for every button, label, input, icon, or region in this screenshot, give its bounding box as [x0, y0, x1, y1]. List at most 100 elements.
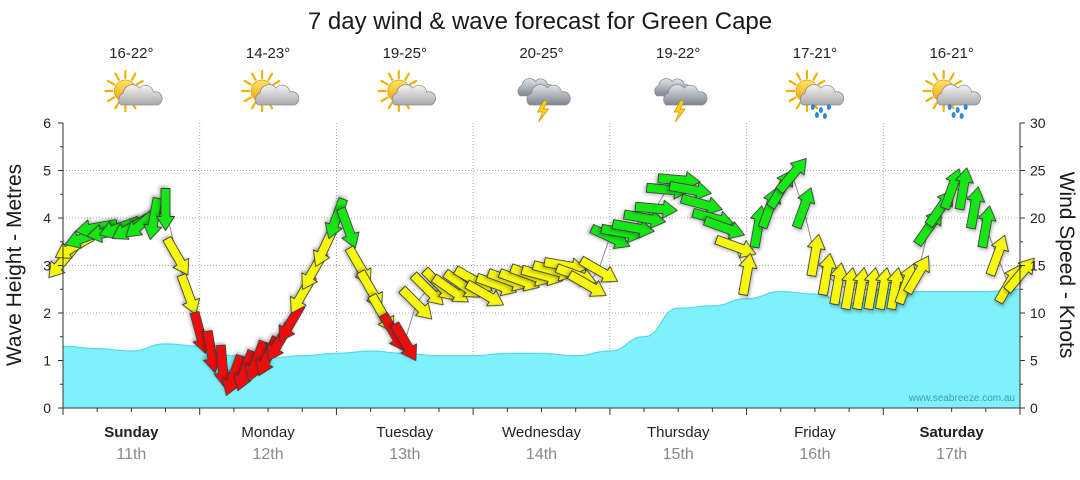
sun-ray — [243, 96, 252, 103]
partly-cloudy-sun-icon — [104, 69, 163, 113]
wind-arrow — [775, 157, 807, 194]
cloud-shape — [526, 84, 571, 106]
right-axis-tick-label: 30 — [1030, 115, 1046, 131]
rain-drop — [822, 113, 827, 119]
sun-ray — [387, 72, 394, 81]
sun-rain-icon — [922, 69, 981, 119]
wind-arrow — [398, 285, 433, 320]
left-axis-tick-label: 6 — [43, 115, 51, 131]
day-name-label: Friday — [794, 424, 836, 441]
sun-ray — [272, 79, 281, 86]
day-date-label: 13th — [389, 446, 420, 463]
day-date-label: 15th — [663, 446, 694, 463]
right-axis-tick-label: 0 — [1030, 400, 1038, 416]
wind-arrow — [464, 279, 505, 307]
cloud-shape — [255, 84, 300, 106]
wind-arrow — [903, 255, 930, 296]
day-date-label: 14th — [526, 446, 557, 463]
right-axis-tick-label: 15 — [1030, 258, 1046, 274]
day-name-label: Wednesday — [502, 424, 581, 441]
sun-ray — [788, 79, 797, 86]
sun-ray — [404, 72, 410, 81]
sun-ray — [812, 72, 819, 81]
sun-ray — [380, 96, 389, 103]
cloud-shape — [799, 84, 845, 106]
thunderstorm-icon — [517, 78, 571, 123]
day-name-label: Thursday — [647, 424, 710, 441]
day-temperature: 17-21° — [793, 45, 837, 62]
day-date-label: 17th — [936, 446, 967, 463]
rain-drop — [826, 104, 831, 110]
axes: 0 1 2 3 4 5 6 0 5 10 15 20 25 30 — [43, 115, 1046, 416]
weather-icons: 16-22° Sunday 11th 14-23° Monday 12th 19-25° Tu… — [104, 45, 984, 463]
right-axis-tick-label: 25 — [1030, 163, 1046, 179]
day-name-label: Saturday — [920, 424, 985, 441]
sun-ray — [130, 72, 137, 81]
day-name-label: Tuesday — [376, 424, 433, 441]
rain-drop — [955, 107, 960, 113]
day-temperature: 19-25° — [383, 45, 427, 62]
right-axis-label: Wind Speed - Knots — [1055, 172, 1078, 359]
wind-arrow — [162, 235, 190, 276]
left-axis-tick-label: 2 — [43, 305, 51, 321]
wind-arrow — [954, 167, 974, 211]
sun-ray — [408, 79, 418, 86]
lightning-bolt — [673, 100, 686, 123]
rain-drop — [959, 113, 964, 119]
sun-ray — [953, 79, 963, 86]
sun-ray — [114, 72, 120, 81]
right-axis-tick-label: 20 — [1030, 210, 1046, 226]
wind-arrow — [567, 270, 607, 297]
wind-arrow — [390, 321, 418, 362]
wind-arrow — [738, 252, 758, 296]
sun-ray — [114, 101, 120, 110]
left-axis-tick-label: 0 — [43, 400, 51, 416]
sun-ray — [380, 79, 389, 86]
sun-rain-icon — [785, 69, 845, 119]
cloud-shape — [936, 84, 981, 106]
sun-ray — [387, 101, 394, 110]
wind-arrow — [985, 234, 1009, 277]
sun-ray — [795, 101, 802, 110]
partly-cloudy-sun-icon — [240, 69, 300, 113]
lightning-bolt — [536, 100, 550, 123]
wind-arrow — [966, 186, 986, 230]
day-temperature: 19-22° — [656, 45, 700, 62]
day-temperature: 16-22° — [109, 45, 153, 62]
day-name-label: Monday — [241, 424, 295, 441]
left-axis-tick-label: 5 — [43, 163, 51, 179]
sun-ray — [250, 72, 257, 81]
rain-drop — [947, 104, 952, 110]
day-temperature: 14-23° — [246, 45, 290, 62]
day-date-label: 12th — [253, 446, 284, 463]
sun-ray — [106, 79, 116, 86]
left-axis-tick-label: 3 — [43, 258, 51, 274]
wind-arrow — [791, 187, 816, 230]
wind-arrow — [703, 215, 745, 240]
wind-arrow — [634, 199, 678, 219]
left-axis-tick-label: 1 — [43, 353, 51, 369]
left-axis-tick-label: 4 — [43, 210, 51, 226]
sun-ray — [795, 72, 802, 81]
rain-drop — [810, 104, 815, 110]
wind-arrow — [143, 197, 163, 241]
sun-ray — [135, 79, 144, 86]
thunderstorm-icon — [654, 78, 708, 123]
wind-arrow — [336, 206, 360, 249]
rain-drop — [951, 112, 956, 118]
cloud-shape — [118, 84, 163, 106]
rain-drop — [963, 104, 968, 110]
partly-cloudy-sun-icon — [377, 69, 436, 113]
sun-ray — [788, 96, 797, 103]
sun-ray — [250, 101, 257, 110]
wind-arrow — [156, 188, 175, 231]
day-date-label: 11th — [116, 446, 146, 463]
sun-ray — [925, 79, 934, 86]
wind-arrow — [1003, 257, 1035, 294]
rain-drop — [818, 107, 823, 113]
sun-ray — [932, 101, 939, 110]
sun-ray — [243, 79, 252, 86]
day-temperature: 16-21° — [929, 45, 973, 62]
